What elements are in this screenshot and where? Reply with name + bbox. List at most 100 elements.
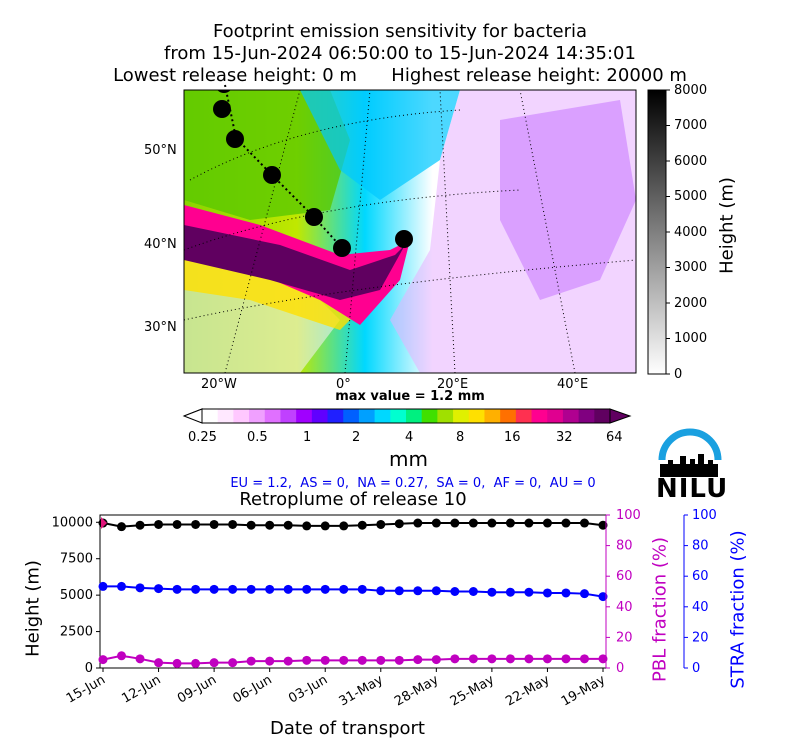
mm-colorbar-segment <box>437 409 454 423</box>
series-point <box>394 655 404 665</box>
x-axis-tick-label: 12-Jun <box>119 672 163 706</box>
release-marker <box>101 517 107 529</box>
series-point <box>598 520 608 530</box>
left-axis-tick-label: 10000 <box>52 515 93 530</box>
lat-label-40N: 40°N <box>144 237 177 252</box>
series-point <box>450 518 460 528</box>
series-point <box>228 658 238 668</box>
series-point <box>598 654 608 664</box>
series-point <box>209 519 219 529</box>
left-axis-tick-label: 2500 <box>60 625 93 640</box>
lon-label-0: 0° <box>336 377 351 392</box>
series-point <box>542 588 552 598</box>
left-axis-tick-label: 0 <box>85 661 93 676</box>
series-point <box>283 656 293 666</box>
series-point <box>468 654 478 664</box>
stra-axis-tick-label: 0 <box>692 661 700 676</box>
mm-colorbar-segment <box>468 409 485 423</box>
series-point <box>246 520 256 530</box>
height-colorbar-label: Height (m) <box>716 177 738 274</box>
lon-label-20W: 20°W <box>201 377 237 392</box>
series-point <box>339 521 349 531</box>
x-axis-tick-label: 28-May <box>392 672 441 709</box>
series-point <box>302 584 312 594</box>
series-point <box>98 655 108 665</box>
height-colorbar <box>647 89 667 375</box>
mm-colorbar-segment <box>264 409 281 423</box>
chart-ylabel-left: Height (m) <box>22 560 44 657</box>
mm-colorbar-segments <box>182 408 632 424</box>
stra-axis-tick-label: 100 <box>692 508 717 523</box>
mm-colorbar-segment <box>217 409 234 423</box>
series-point <box>209 584 219 594</box>
series-point <box>542 654 552 664</box>
series-point <box>209 658 219 668</box>
mm-colorbar-segment <box>249 409 266 423</box>
series-point <box>468 518 478 528</box>
height-tick-0: 0 <box>674 367 683 382</box>
height-colorbar-ticks <box>666 89 670 375</box>
mm-colorbar <box>182 408 632 424</box>
mm-colorbar-segment <box>578 409 595 423</box>
series-point <box>154 519 164 529</box>
mm-colorbar-segment <box>343 409 360 423</box>
pbl-axis-tick-label: 0 <box>616 661 624 676</box>
series-point <box>376 586 386 596</box>
mm-colorbar-segment <box>390 409 407 423</box>
series-point <box>542 518 552 528</box>
series-point <box>172 658 182 668</box>
height-tick-8000: 8000 <box>674 83 708 98</box>
mm-colorbar-segment <box>327 409 344 423</box>
series-point <box>320 584 330 594</box>
mm-colorbar-segment <box>374 409 391 423</box>
nilu-logo-arc <box>658 428 722 461</box>
mm-colorbar-segment <box>500 409 517 423</box>
series-point <box>413 586 423 596</box>
nilu-logo-skyline <box>660 454 718 477</box>
series-point <box>487 518 497 528</box>
series-point <box>505 587 515 597</box>
series-point <box>487 654 497 664</box>
figure-title-line2: from 15-Jun-2024 06:50:00 to 15-Jun-2024… <box>164 43 636 64</box>
x-axis-tick-label: 09-Jun <box>175 672 219 706</box>
series-point <box>246 656 256 666</box>
series-point <box>431 655 441 665</box>
pbl-axis-tick-label: 40 <box>616 600 633 615</box>
mm-tick-32: 32 <box>556 430 573 445</box>
series-point <box>357 584 367 594</box>
lon-label-40E: 40°E <box>557 377 589 392</box>
series-point <box>265 520 275 530</box>
series-point <box>450 587 460 596</box>
series-point <box>283 584 293 594</box>
series-point <box>524 518 534 528</box>
mm-colorbar-segment <box>421 409 438 423</box>
series-point <box>339 584 349 594</box>
mm-colorbar-segment <box>531 409 548 423</box>
series-point <box>468 587 478 596</box>
series-point <box>265 584 275 594</box>
max-value-text: max value = 1.2 mm <box>335 389 485 404</box>
mm-tick-16: 16 <box>504 430 521 445</box>
stra-axis-ticks: 0 20 40 60 80 100 <box>684 508 717 676</box>
mm-colorbar-segment <box>358 409 376 423</box>
series-point <box>98 581 108 591</box>
series-point <box>394 586 404 596</box>
mm-tick-2: 2 <box>352 430 361 445</box>
series-point <box>376 519 386 529</box>
series-point <box>191 584 201 594</box>
x-axis-ticks: 15-Jun 12-Jun 09-Jun 06-Jun 03-Jun 31-May 28-M… <box>64 668 608 710</box>
mm-colorbar-segment <box>311 409 329 423</box>
nilu-logo <box>658 428 722 477</box>
series-point <box>561 654 571 664</box>
left-axis-tick-label: 5000 <box>60 588 93 603</box>
mm-colorbar-segment <box>233 409 250 423</box>
series-point <box>505 518 515 528</box>
series-point <box>265 656 275 666</box>
series-point <box>505 654 515 664</box>
mm-tick-8: 8 <box>456 430 465 445</box>
height-tick-7000: 7000 <box>674 118 708 133</box>
series-point <box>172 584 182 594</box>
series-point <box>579 589 589 599</box>
mm-colorbar-segment <box>594 409 611 423</box>
trajectory-markers <box>213 90 413 257</box>
